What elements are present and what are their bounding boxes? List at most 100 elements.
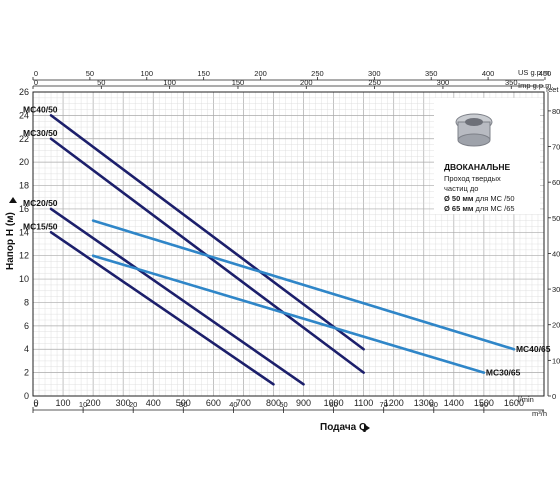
top-tick-label-usgpm: 250 — [311, 69, 324, 78]
x-tick-label-lmin: 0 — [33, 398, 38, 408]
y-tick-label: 22 — [19, 134, 29, 144]
badge-line-4: Ø 65 мм для МС /65 — [444, 204, 515, 213]
right-tick-label-feet: 30 — [552, 285, 560, 294]
top-tick-label-usgpm: 100 — [141, 69, 154, 78]
pump-impeller-icon — [455, 113, 493, 147]
x-tick-label-lmin: 1000 — [324, 398, 344, 408]
series-label: MC40/50 — [23, 104, 58, 114]
y-tick-label: 16 — [19, 204, 29, 214]
top-tick-label-impgpm: 0 — [34, 78, 38, 87]
series-label: MC30/50 — [23, 128, 58, 138]
x-tick-label-lmin: 1500 — [474, 398, 494, 408]
series-line-mc20-50 — [49, 207, 305, 386]
y-tick-label: 26 — [19, 87, 29, 97]
x-tick-label-lmin: 900 — [296, 398, 311, 408]
x-tick-label-lmin: 1100 — [354, 398, 373, 408]
series-line-mc40-50 — [49, 114, 365, 351]
x-tick-label-lmin: 1600 — [504, 398, 524, 408]
right-tick-label-feet: 80 — [552, 107, 560, 116]
x-tick-label-m3h: 70 — [380, 400, 388, 409]
series-label: MC15/50 — [23, 221, 58, 231]
badge-line-3: Ø 50 мм для МС /50 — [444, 194, 515, 203]
x-tick-label-m3h: 20 — [129, 400, 137, 409]
top-tick-label-usgpm: 300 — [368, 69, 381, 78]
x-tick-label-m3h: 40 — [229, 400, 237, 409]
right-tick-label-feet: 60 — [552, 178, 560, 187]
y-tick-label: 12 — [19, 251, 29, 261]
series-line-mc40-65 — [91, 219, 516, 351]
y-tick-label: 24 — [19, 110, 29, 120]
top-unit-impgpm: Imp g.p.m. — [518, 81, 553, 90]
right-tick-label-feet: 0 — [552, 392, 556, 401]
bottom-unit-m3h: m³/h — [532, 409, 547, 418]
top-tick-label-usgpm: 450 — [539, 69, 552, 78]
x-tick-label-lmin: 1400 — [444, 398, 464, 408]
right-tick-label-feet: 10 — [552, 356, 560, 365]
y-axis-arrow-icon — [9, 197, 17, 203]
y-tick-label: 6 — [24, 321, 29, 331]
top-tick-label-usgpm: 400 — [482, 69, 495, 78]
badge-line-2: частиц до — [444, 184, 478, 193]
top-tick-label-impgpm: 100 — [163, 78, 176, 87]
series-line-mc30-65 — [91, 254, 486, 374]
top-tick-label-impgpm: 250 — [368, 78, 381, 87]
y-tick-label: 2 — [24, 368, 29, 378]
right-tick-label-feet: 50 — [552, 214, 560, 223]
top-tick-label-usgpm: 50 — [86, 69, 94, 78]
x-tick-label-m3h: 80 — [430, 400, 438, 409]
x-tick-label-lmin: 1300 — [414, 398, 434, 408]
top-tick-label-impgpm: 200 — [300, 78, 313, 87]
x-tick-label-lmin: 700 — [236, 398, 251, 408]
top-tick-label-impgpm: 300 — [437, 78, 450, 87]
x-tick-label-m3h: 90 — [480, 400, 488, 409]
top-tick-label-usgpm: 0 — [34, 69, 38, 78]
y-tick-label: 18 — [19, 181, 29, 191]
y-tick-label: 0 — [24, 391, 29, 401]
info-badge: ДВОКАНАЛЬНЕ Проход твердых частиц до Ø 5… — [434, 98, 540, 214]
y-tick-label: 10 — [19, 274, 29, 284]
y-tick-label: 20 — [19, 157, 29, 167]
series-line-mc15-50 — [49, 231, 275, 386]
y-tick-label: 14 — [19, 227, 29, 237]
x-axis-arrow-icon — [364, 424, 370, 432]
y-tick-label: 4 — [24, 344, 29, 354]
right-tick-label-feet: 20 — [552, 321, 560, 330]
x-axis-title: Подача Q — [320, 422, 367, 433]
top-tick-label-usgpm: 350 — [425, 69, 438, 78]
x-tick-label-m3h: 60 — [329, 400, 337, 409]
chart-series: MC40/50 MC30/50 MC20/50 MC15/50 MC40/65 MC30/… — [23, 104, 551, 386]
top-tick-label-impgpm: 350 — [505, 78, 518, 87]
x-tick-label-lmin: 800 — [266, 398, 281, 408]
right-tick-label-feet: 70 — [552, 143, 560, 152]
x-tick-label-m3h: 0 — [34, 400, 38, 409]
x-tick-label-lmin: 500 — [176, 398, 191, 408]
x-tick-label-lmin: 600 — [206, 398, 221, 408]
bottom-unit-lmin: l/min — [518, 395, 534, 404]
series-label: MC30/65 — [486, 368, 521, 378]
x-tick-label-m3h: 50 — [279, 400, 287, 409]
right-tick-label-feet: 40 — [552, 249, 560, 258]
plot-frame — [32, 91, 545, 397]
right-unit-feet: feet — [546, 85, 559, 94]
series-label: MC20/50 — [23, 198, 58, 208]
x-tick-label-lmin: 1200 — [384, 398, 404, 408]
top-tick-label-impgpm: 150 — [232, 78, 245, 87]
top-tick-label-usgpm: 200 — [254, 69, 267, 78]
x-tick-label-m3h: 10 — [79, 400, 87, 409]
x-tick-label-lmin: 100 — [56, 398, 71, 408]
top-tick-label-impgpm: 50 — [97, 78, 105, 87]
top-tick-label-usgpm: 150 — [197, 69, 210, 78]
badge-title: ДВОКАНАЛЬНЕ — [444, 162, 511, 172]
x-tick-label-m3h: 30 — [179, 400, 187, 409]
badge-line-1: Проход твердых — [444, 174, 501, 183]
x-tick-label-lmin: 400 — [146, 398, 161, 408]
x-tick-label-lmin: 300 — [116, 398, 131, 408]
series-label: MC40/65 — [516, 344, 551, 354]
y-axis-title: Напор Н (м) — [5, 212, 16, 270]
chart-axes — [32, 79, 549, 411]
y-tick-label: 8 — [24, 297, 29, 307]
x-tick-label-lmin: 200 — [86, 398, 101, 408]
